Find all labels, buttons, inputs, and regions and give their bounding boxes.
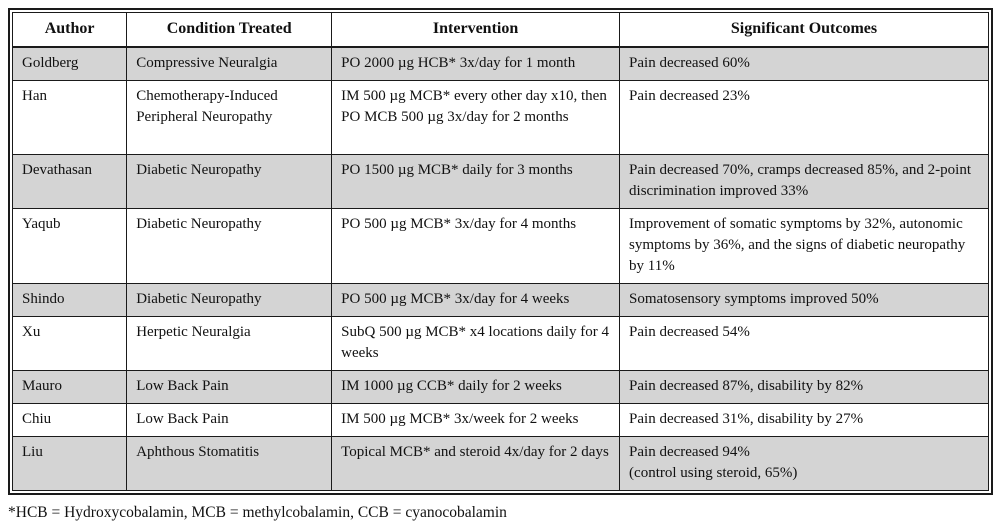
table-row: Shindo Diabetic Neuropathy PO 500 µg MCB* … [11,282,989,317]
cell-outcomes: Pain decreased 23% [619,79,989,155]
cell-outcomes: Somatosensory symptoms improved 50% [619,282,989,317]
cell-condition: Diabetic Neuropathy [126,153,333,209]
cell-outcomes: Pain decreased 87%, disability by 82% [619,369,989,404]
cell-outcomes: Pain decreased 60% [619,46,989,81]
column-header-outcomes: Significant Outcomes [619,11,989,48]
cell-intervention: PO 500 µg MCB* 3x/day for 4 months [331,207,621,284]
table-row: Chiu Low Back Pain IM 500 µg MCB* 3x/week … [11,402,989,437]
cell-condition: Compressive Neuralgia [126,46,333,81]
cell-author: Liu [11,435,128,491]
column-header-author: Author [11,11,128,48]
table-header: Author Condition Treated Intervention Si… [11,11,989,48]
table-row: Liu Aphthous Stomatitis Topical MCB* and s… [11,435,989,491]
table-row: Mauro Low Back Pain IM 1000 µg CCB* daily … [11,369,989,404]
cell-intervention: PO 1500 µg MCB* daily for 3 months [331,153,621,209]
cell-outcomes: Pain decreased 94% (control using steroi… [619,435,989,491]
cell-outcomes: Pain decreased 70%, cramps decreased 85%… [619,153,989,209]
abbreviation-footnote: *HCB = Hydroxycobalamin, MCB = methylcob… [8,503,507,521]
cell-author: Han [11,79,128,155]
cell-condition: Herpetic Neuralgia [126,315,333,371]
cell-author: Mauro [11,369,128,404]
cell-author: Yaqub [11,207,128,284]
cell-author: Xu [11,315,128,371]
cell-intervention: SubQ 500 µg MCB* x4 locations daily for … [331,315,621,371]
cell-condition: Low Back Pain [126,369,333,404]
cell-condition: Low Back Pain [126,402,333,437]
header-row: Author Condition Treated Intervention Si… [11,11,989,48]
cell-outcomes: Pain decreased 31%, disability by 27% [619,402,989,437]
table-row: Xu Herpetic Neuralgia SubQ 500 µg MCB* x4 … [11,315,989,371]
cell-outcomes: Pain decreased 54% [619,315,989,371]
cell-condition: Aphthous Stomatitis [126,435,333,491]
cell-condition: Chemotherapy-Induced Peripheral Neuropat… [126,79,333,155]
table-row: Goldberg Compressive Neuralgia PO 2000 µg … [11,46,989,81]
cell-intervention: Topical MCB* and steroid 4x/day for 2 da… [331,435,621,491]
table-frame: Author Condition Treated Intervention Si… [8,8,993,495]
table-body: Goldberg Compressive Neuralgia PO 2000 µg … [11,46,989,491]
cell-intervention: IM 500 µg MCB* 3x/week for 2 weeks [331,402,621,437]
cell-condition: Diabetic Neuropathy [126,207,333,284]
column-header-condition: Condition Treated [126,11,333,48]
cell-author: Devathasan [11,153,128,209]
cell-outcomes: Improvement of somatic symptoms by 32%, … [619,207,989,284]
column-header-intervention: Intervention [331,11,621,48]
cell-intervention: PO 500 µg MCB* 3x/day for 4 weeks [331,282,621,317]
table-row: Devathasan Diabetic Neuropathy PO 1500 µg … [11,153,989,209]
cell-author: Shindo [11,282,128,317]
cobalamin-studies-table: Author Condition Treated Intervention Si… [11,11,989,491]
cell-intervention: IM 1000 µg CCB* daily for 2 weeks [331,369,621,404]
cell-intervention: IM 500 µg MCB* every other day x10, then… [331,79,621,155]
cell-author: Goldberg [11,46,128,81]
table-row: Yaqub Diabetic Neuropathy PO 500 µg MCB* 3… [11,207,989,284]
cell-condition: Diabetic Neuropathy [126,282,333,317]
cell-intervention: PO 2000 µg HCB* 3x/day for 1 month [331,46,621,81]
table-row: Han Chemotherapy-Induced Peripheral Neuro… [11,79,989,155]
cell-author: Chiu [11,402,128,437]
